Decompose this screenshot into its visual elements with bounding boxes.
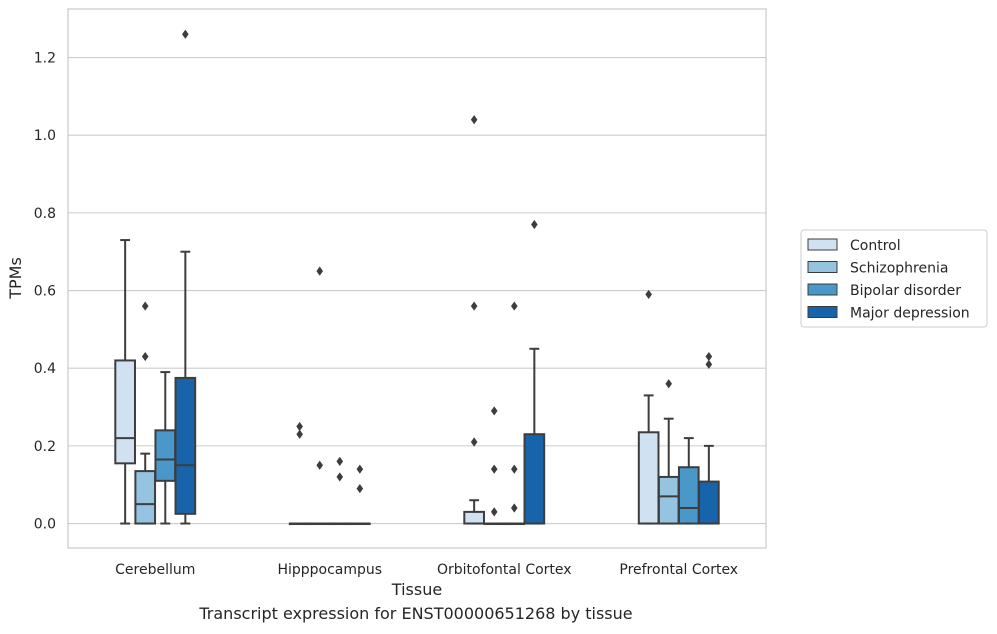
outlier-point — [316, 460, 324, 470]
box-major-depression — [698, 351, 720, 525]
y-tick-label: 1.0 — [34, 128, 56, 144]
outlier-point — [336, 456, 344, 467]
box-body — [657, 475, 680, 525]
box-major-depression — [349, 464, 371, 526]
legend-swatch — [807, 283, 838, 296]
box-schizophrenia — [134, 301, 157, 525]
outlier-point — [296, 429, 303, 439]
box-bipolar-disorder — [154, 371, 177, 525]
figure-caption: Transcript expression for ENST0000065126… — [199, 604, 633, 623]
outlier-point — [510, 464, 518, 474]
box-major-depression — [174, 29, 197, 525]
outlier-point — [336, 472, 344, 482]
box-control — [463, 115, 485, 525]
plot-frame — [67, 8, 767, 549]
outlier-point — [141, 301, 149, 311]
outlier-point — [316, 266, 324, 276]
box-body — [637, 431, 660, 525]
outlier-point — [470, 115, 478, 125]
x-tick-label: Prefrontal Cortex — [619, 562, 738, 578]
y-tick-label: 0.2 — [34, 439, 56, 455]
box-control — [637, 289, 660, 525]
outlier-point — [296, 421, 303, 432]
legend-label: Control — [850, 238, 901, 254]
box-schizophrenia — [308, 266, 331, 526]
legend-swatch — [807, 238, 838, 251]
box-body — [134, 470, 157, 525]
box-body — [698, 480, 720, 525]
x-tick-label: Orbitofontal Cortex — [437, 562, 572, 578]
y-tick-label: 1.2 — [34, 51, 56, 67]
box-major-depression — [523, 219, 546, 525]
box-body — [677, 466, 700, 525]
y-tick-label: 0.4 — [34, 361, 56, 377]
outlier-point — [356, 464, 364, 474]
y-tick-labels: 0.0 0.2 0.4 0.6 0.8 1.0 1.2 — [34, 51, 56, 533]
legend-frame — [800, 229, 988, 328]
x-tick-labels: Cerebellum Hipppocampus Orbitofontal Corte… — [115, 562, 738, 578]
outlier-point — [645, 289, 652, 300]
box-control — [114, 239, 136, 525]
outlier-point — [531, 219, 538, 230]
outlier-point — [470, 301, 478, 311]
outlier-point — [356, 483, 364, 494]
outlier-point — [490, 464, 498, 474]
legend-label: Schizophrenia — [850, 261, 948, 277]
outlier-point — [510, 301, 518, 311]
outlier-point — [182, 29, 189, 39]
legend-label: Major depression — [850, 306, 970, 322]
outlier-point — [490, 507, 498, 517]
outlier-point — [141, 351, 149, 362]
legend-label: Bipolar disorder — [850, 283, 961, 299]
boxes-layer — [114, 29, 720, 526]
box-body — [523, 433, 546, 525]
box-body — [463, 510, 485, 525]
legend-swatch — [807, 261, 838, 273]
outlier-point — [490, 406, 498, 416]
box-body — [114, 359, 136, 465]
box-bipolar-disorder — [503, 301, 526, 526]
y-tick-label: 0.0 — [34, 517, 56, 533]
y-tick-label: 0.8 — [34, 206, 56, 222]
y-axis-label: TPMs — [6, 257, 25, 300]
outlier-point — [510, 503, 518, 513]
outlier-point — [470, 437, 478, 447]
box-body — [154, 429, 177, 482]
box-body — [174, 376, 197, 515]
outlier-point — [665, 379, 673, 389]
legend-swatch — [807, 306, 838, 318]
legend: Control Schizophrenia Bipolar disorder Majo… — [800, 229, 988, 328]
x-axis-label: Tissue — [391, 580, 442, 599]
outlier-point — [705, 359, 713, 369]
x-tick-label: Cerebellum — [115, 562, 195, 578]
x-tick-label: Hipppocampus — [277, 562, 382, 578]
y-tick-label: 0.6 — [34, 284, 56, 300]
box-control — [288, 421, 311, 526]
outlier-point — [705, 351, 713, 362]
